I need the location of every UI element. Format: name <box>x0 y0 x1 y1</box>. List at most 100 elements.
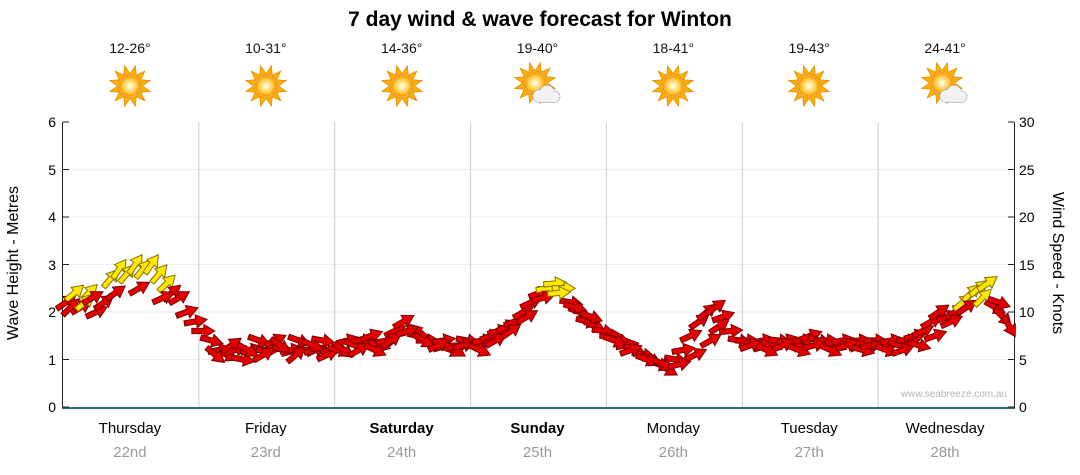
day-label: Sunday <box>510 420 565 437</box>
sun-ray <box>683 85 695 93</box>
sun-ray <box>652 79 664 87</box>
wind-arrow <box>268 336 291 353</box>
day-label: Saturday <box>369 420 434 437</box>
wind-arrow <box>678 328 703 344</box>
sun-ray <box>787 79 800 87</box>
wind-arrow <box>252 348 275 364</box>
watermark: www.seabreeze.com.au <box>900 389 1007 400</box>
wind-arrow <box>546 285 572 301</box>
sun-ray <box>108 85 121 93</box>
sun-ray <box>814 70 825 81</box>
sun-ray <box>678 70 689 81</box>
wind-arrow <box>126 253 143 276</box>
sun-ray <box>406 91 418 102</box>
sun-ray <box>275 85 288 93</box>
wind-arrow <box>890 342 915 357</box>
wind-arrow <box>787 343 812 358</box>
sun-ray <box>527 62 536 74</box>
sun-ray <box>935 62 943 74</box>
cloud <box>940 85 967 103</box>
day-temp: 19-43° <box>788 40 830 56</box>
day-date: 24th <box>387 444 417 461</box>
day-date: 25th <box>522 444 553 461</box>
wind-arrow <box>667 356 692 372</box>
sun-ray <box>544 76 556 84</box>
cloud <box>532 85 560 103</box>
sun-ray <box>270 70 282 81</box>
wind-arrow <box>939 314 964 330</box>
day-temp: 18-41° <box>652 40 695 56</box>
day-temp: 10-31° <box>245 40 287 56</box>
sun-cloud-icon <box>921 62 968 105</box>
wind-arrow <box>183 314 208 329</box>
sun-icon <box>652 64 695 108</box>
wind-arrow <box>602 333 627 348</box>
wind-arrow <box>499 323 522 341</box>
sun-ray <box>808 64 816 77</box>
sun-ray <box>386 70 397 81</box>
sun-ray <box>270 91 282 102</box>
sun-ray <box>518 67 530 78</box>
wind-arrow <box>174 304 199 319</box>
wind-arrow <box>411 332 435 348</box>
sun-ray <box>513 82 525 90</box>
wind-speed-tick-label: 5 <box>1019 351 1027 368</box>
wind-arrow <box>285 346 306 365</box>
wind-arrow <box>972 288 992 309</box>
day-temp: 14-36° <box>380 40 423 56</box>
wind-arrow <box>104 285 126 303</box>
sun-ray <box>380 79 392 87</box>
wind-arrow <box>142 253 159 276</box>
wind-arrow <box>167 291 191 307</box>
wind-arrow <box>149 264 168 285</box>
sun-ray <box>539 67 551 78</box>
wave-height-tick-label: 3 <box>48 256 56 273</box>
sun-ray <box>275 79 288 87</box>
wind-arrow <box>109 258 127 281</box>
sun-ray <box>518 88 530 99</box>
wind-arrow <box>906 338 932 353</box>
wind-arrow <box>151 290 175 306</box>
day-label: Thursday <box>98 420 162 437</box>
wind-arrow <box>395 323 420 338</box>
sun-ray <box>513 76 525 84</box>
wind-arrow <box>379 333 402 350</box>
wave-height-tick-label: 2 <box>48 304 56 320</box>
sun-ray <box>135 91 146 102</box>
wind-arrow <box>204 344 226 364</box>
wind-speed-tick-label: 15 <box>1019 256 1035 273</box>
sun-ray <box>672 95 680 108</box>
wind-arrow <box>199 333 224 348</box>
sun-ray <box>683 79 695 87</box>
wind-arrow <box>707 318 730 336</box>
wind-arrow <box>955 299 978 317</box>
sun-ray <box>259 64 267 77</box>
wind-speed-tick-label: 25 <box>1019 161 1035 178</box>
sun-ray <box>533 62 542 74</box>
wind-arrow <box>976 276 999 293</box>
sun-ray <box>264 64 273 77</box>
wind-arrow <box>818 342 843 357</box>
sun-ray <box>921 82 933 90</box>
wave-height-tick-label: 6 <box>48 114 56 130</box>
chart-title: 7 day wind & wave forecast for Winton <box>348 8 732 31</box>
wind-arrow <box>683 347 708 363</box>
sun-ray <box>394 64 403 77</box>
day-date: 27th <box>794 444 824 461</box>
sun-cloud-icon <box>513 62 560 105</box>
sun-ray <box>793 70 805 81</box>
wind-arrow <box>699 333 722 349</box>
sun-ray <box>123 64 131 77</box>
wind-arrow <box>391 314 415 330</box>
sun-ray <box>802 95 811 108</box>
sun-ray <box>259 95 267 108</box>
wind-speed-tick-label: 30 <box>1019 114 1035 130</box>
wave-height-tick-label: 0 <box>48 399 56 415</box>
wind-arrow <box>635 352 660 367</box>
day-date: 26th <box>658 444 688 461</box>
day-date: 23rd <box>250 444 281 461</box>
sun-ray <box>264 95 273 108</box>
